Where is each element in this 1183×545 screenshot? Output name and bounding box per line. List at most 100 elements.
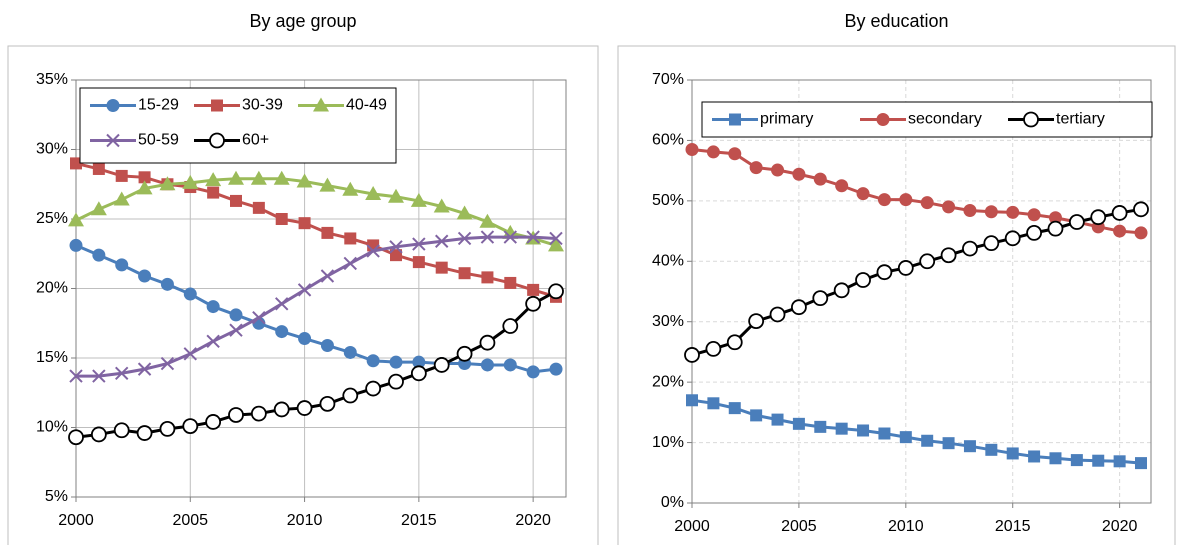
marker — [433, 357, 450, 373]
marker — [791, 299, 807, 316]
x-tick-label: 2015 — [401, 512, 437, 529]
legend-label: 15-29 — [138, 97, 179, 114]
marker — [1134, 226, 1148, 240]
marker — [548, 283, 564, 300]
marker — [250, 170, 267, 185]
marker — [792, 417, 805, 430]
marker — [298, 217, 311, 230]
panel-border — [617, 45, 1176, 545]
plot-frame — [75, 79, 567, 498]
marker — [833, 282, 850, 299]
legend-marker — [313, 97, 329, 112]
marker — [456, 345, 473, 362]
marker — [138, 171, 151, 184]
marker — [684, 347, 700, 363]
marker — [919, 253, 936, 270]
marker — [389, 240, 403, 254]
y-tick-label: 30% — [36, 141, 68, 158]
marker — [940, 247, 957, 264]
marker — [728, 147, 742, 161]
marker — [962, 240, 978, 257]
marker — [878, 427, 891, 440]
marker — [115, 258, 129, 272]
legend-label: 60+ — [242, 132, 269, 149]
marker — [748, 313, 765, 330]
marker — [984, 205, 998, 219]
marker — [899, 193, 913, 207]
x-tick-label: 2010 — [888, 518, 924, 535]
x-tick-label: 2005 — [781, 518, 817, 535]
marker — [876, 264, 893, 281]
marker — [68, 212, 84, 227]
legend-marker — [729, 113, 741, 126]
marker — [685, 142, 699, 156]
marker — [205, 414, 222, 430]
marker — [456, 205, 473, 220]
marker — [920, 196, 934, 210]
marker — [412, 237, 426, 251]
marker — [388, 373, 404, 390]
x-tick-label: 2010 — [287, 512, 323, 529]
marker — [320, 269, 335, 283]
marker — [138, 269, 152, 283]
marker — [480, 230, 495, 244]
marker — [457, 231, 472, 246]
marker — [252, 310, 266, 325]
marker — [504, 276, 517, 289]
marker — [985, 443, 998, 456]
series-line — [76, 235, 557, 378]
series-line — [691, 207, 1142, 357]
marker — [228, 407, 244, 423]
marker — [899, 431, 912, 444]
marker — [749, 161, 763, 175]
marker — [229, 308, 243, 322]
marker — [857, 424, 870, 437]
marker — [90, 201, 107, 216]
marker — [726, 334, 743, 351]
marker — [205, 172, 222, 187]
marker — [297, 283, 312, 297]
marker — [1006, 205, 1020, 219]
chart-title: By age group — [249, 11, 356, 31]
marker — [182, 418, 199, 435]
marker — [343, 256, 357, 271]
marker — [1113, 224, 1127, 238]
marker — [1092, 454, 1105, 467]
y-tick-label: 5% — [45, 488, 68, 505]
marker — [321, 226, 334, 239]
legend-marker — [211, 99, 223, 112]
marker — [412, 256, 425, 269]
marker — [366, 244, 380, 258]
marker — [159, 176, 176, 191]
y-tick-label: 40% — [652, 253, 684, 270]
legend-label: tertiary — [1056, 111, 1105, 128]
marker — [771, 163, 785, 177]
marker — [342, 181, 359, 196]
marker — [942, 200, 956, 214]
series-line — [75, 289, 557, 439]
marker — [1028, 450, 1041, 463]
marker — [252, 201, 265, 214]
marker — [527, 283, 540, 296]
marker — [412, 355, 426, 369]
marker — [502, 318, 519, 334]
marker — [273, 401, 290, 418]
x-tick-label: 2000 — [674, 518, 710, 535]
marker — [983, 235, 1000, 252]
panel-border — [7, 45, 599, 545]
marker — [1026, 224, 1042, 241]
marker — [160, 277, 174, 291]
marker — [1049, 452, 1062, 465]
x-tick-label: 2000 — [58, 512, 94, 529]
marker — [792, 167, 806, 181]
marker — [728, 402, 741, 415]
marker — [206, 300, 220, 314]
legend-marker — [1023, 111, 1039, 128]
marker — [877, 193, 891, 207]
marker — [160, 356, 175, 371]
series-line — [75, 177, 557, 247]
marker — [963, 204, 977, 218]
marker — [298, 332, 312, 346]
marker — [344, 232, 357, 245]
